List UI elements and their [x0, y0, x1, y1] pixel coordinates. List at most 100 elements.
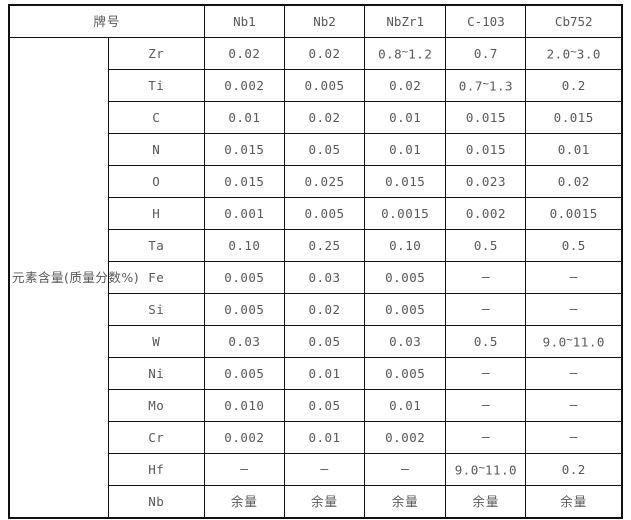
cell-h-c-103: 0.002 [445, 197, 527, 230]
cell-h-cb752: 0.0015 [525, 197, 623, 230]
cell-ni-c-103: – [445, 357, 527, 390]
not-applicable-dash: – [401, 461, 410, 477]
not-applicable-dash: – [569, 301, 578, 317]
cell-zr-cb752: 2.0~3.0 [525, 37, 623, 70]
table-row: H 0.001 0.005 0.0015 0.002 0.0015 [9, 197, 623, 230]
element-symbol-n: N [107, 133, 205, 166]
cell-ta-nbzr1: 0.10 [364, 229, 447, 262]
not-applicable-dash: – [481, 429, 491, 445]
range-tilde: ~ [478, 460, 486, 474]
cell-ti-nbzr1: 0.02 [364, 69, 447, 102]
element-symbol-ni: Ni [107, 357, 205, 390]
element-content-group-label: 元素含量(质量分数%) [8, 37, 139, 519]
table-row: N 0.015 0.05 0.01 0.015 0.01 [9, 133, 623, 166]
cell-hf-nb2: – [283, 453, 366, 486]
cell-n-cb752: 0.01 [525, 133, 623, 166]
cell-fe-cb752: – [525, 261, 623, 294]
element-symbol-cr: Cr [107, 421, 205, 454]
element-symbol-si: Si [107, 293, 205, 326]
cell-ta-c-103: 0.5 [445, 229, 527, 262]
cell-ti-nb1: 0.002 [203, 69, 285, 102]
not-applicable-dash: – [481, 301, 491, 317]
cell-h-nb2: 0.005 [283, 197, 366, 230]
cell-mo-nbzr1: 0.01 [364, 389, 447, 422]
cell-o-nb1: 0.015 [203, 165, 285, 198]
cell-o-nb2: 0.025 [283, 165, 366, 198]
cell-nb-nb1: 余量 [203, 485, 285, 519]
cell-ta-nb2: 0.25 [283, 229, 366, 262]
cell-c-nbzr1: 0.01 [364, 101, 447, 134]
element-symbol-ti: Ti [107, 69, 205, 102]
not-applicable-dash: – [320, 461, 329, 477]
cell-cr-nb2: 0.01 [283, 421, 366, 454]
table-row: O 0.015 0.025 0.015 0.023 0.02 [9, 165, 623, 198]
column-header-3: C-103 [445, 4, 527, 38]
cell-nb-cb752: 余量 [525, 485, 623, 519]
cell-w-nbzr1: 0.03 [364, 325, 447, 358]
cell-cr-cb752: – [525, 421, 623, 454]
cell-ti-cb752: 0.2 [525, 69, 623, 102]
cell-nb-c-103: 余量 [445, 485, 527, 519]
cell-mo-c-103: – [445, 389, 527, 422]
cell-cr-c-103: – [445, 421, 527, 454]
element-symbol-c: C [107, 101, 205, 134]
cell-c-nb2: 0.02 [283, 101, 366, 134]
cell-ti-c-103: 0.7~1.3 [445, 69, 527, 102]
table-row: W 0.03 0.05 0.03 0.5 9.0~11.0 [9, 325, 623, 358]
range-tilde: ~ [482, 76, 490, 90]
not-applicable-dash: – [481, 397, 491, 413]
cell-n-c-103: 0.015 [445, 133, 527, 166]
cell-hf-cb752: 0.2 [525, 453, 623, 486]
element-symbol-hf: Hf [107, 453, 205, 486]
table-row: Ni 0.005 0.01 0.005– – [9, 357, 623, 390]
cell-hf-c-103: 9.0~11.0 [445, 453, 527, 486]
cell-zr-nb1: 0.02 [203, 37, 285, 70]
cell-nb-nbzr1: 余量 [364, 485, 447, 519]
cell-fe-c-103: – [445, 261, 527, 294]
composition-table-container: 牌号 Nb1 Nb2 NbZr1 C-103 Cb752 元素含量(质量分数%)… [8, 4, 623, 519]
cell-hf-nb1: – [203, 453, 285, 486]
table-header-row: 牌号 Nb1 Nb2 NbZr1 C-103 Cb752 [8, 4, 623, 38]
cell-zr-nb2: 0.02 [283, 37, 366, 70]
table-row: Ti 0.002 0.005 0.02 0.7~1.3 0.2 [9, 69, 623, 102]
cell-ta-nb1: 0.10 [203, 229, 285, 262]
cell-mo-cb752: – [525, 389, 623, 422]
cell-o-cb752: 0.02 [525, 165, 623, 198]
cell-h-nb1: 0.001 [203, 197, 285, 230]
cell-zr-c-103: 0.7 [445, 37, 527, 70]
cell-ta-cb752: 0.5 [525, 229, 623, 262]
table-row: Nb 余量 余量 余量 余量 余量 [9, 485, 623, 519]
not-applicable-dash: – [481, 269, 491, 285]
element-symbol-mo: Mo [107, 389, 205, 422]
cell-w-c-103: 0.5 [445, 325, 527, 358]
cell-ti-nb2: 0.005 [283, 69, 366, 102]
cell-n-nb2: 0.05 [283, 133, 366, 166]
cell-ni-nb1: 0.005 [203, 357, 285, 390]
cell-cr-nb1: 0.002 [203, 421, 285, 454]
not-applicable-dash: – [569, 397, 578, 413]
column-header-1: Nb2 [283, 4, 366, 38]
header-grade-label: 牌号 [8, 4, 205, 38]
column-header-0: Nb1 [203, 4, 285, 38]
cell-nb-nb2: 余量 [283, 485, 366, 519]
cell-si-nbzr1: 0.005 [364, 293, 447, 326]
cell-zr-nbzr1: 0.8~1.2 [364, 37, 447, 70]
range-tilde: ~ [401, 44, 409, 58]
range-tilde: ~ [566, 332, 574, 346]
cell-n-nbzr1: 0.01 [364, 133, 447, 166]
cell-ni-cb752: – [525, 357, 623, 390]
cell-c-c-103: 0.015 [445, 101, 527, 134]
element-symbol-ta: Ta [107, 229, 205, 262]
element-symbol-h: H [107, 197, 205, 230]
not-applicable-dash: – [481, 365, 491, 381]
cell-w-cb752: 9.0~11.0 [525, 325, 623, 358]
cell-w-nb2: 0.05 [283, 325, 366, 358]
cell-h-nbzr1: 0.0015 [364, 197, 447, 230]
cell-si-cb752: – [525, 293, 623, 326]
cell-c-nb1: 0.01 [203, 101, 285, 134]
table-body: 牌号 Nb1 Nb2 NbZr1 C-103 Cb752 元素含量(质量分数%)… [8, 4, 623, 519]
cell-mo-nb2: 0.05 [283, 389, 366, 422]
cell-fe-nbzr1: 0.005 [364, 261, 447, 294]
cell-o-nbzr1: 0.015 [364, 165, 447, 198]
cell-w-nb1: 0.03 [203, 325, 285, 358]
